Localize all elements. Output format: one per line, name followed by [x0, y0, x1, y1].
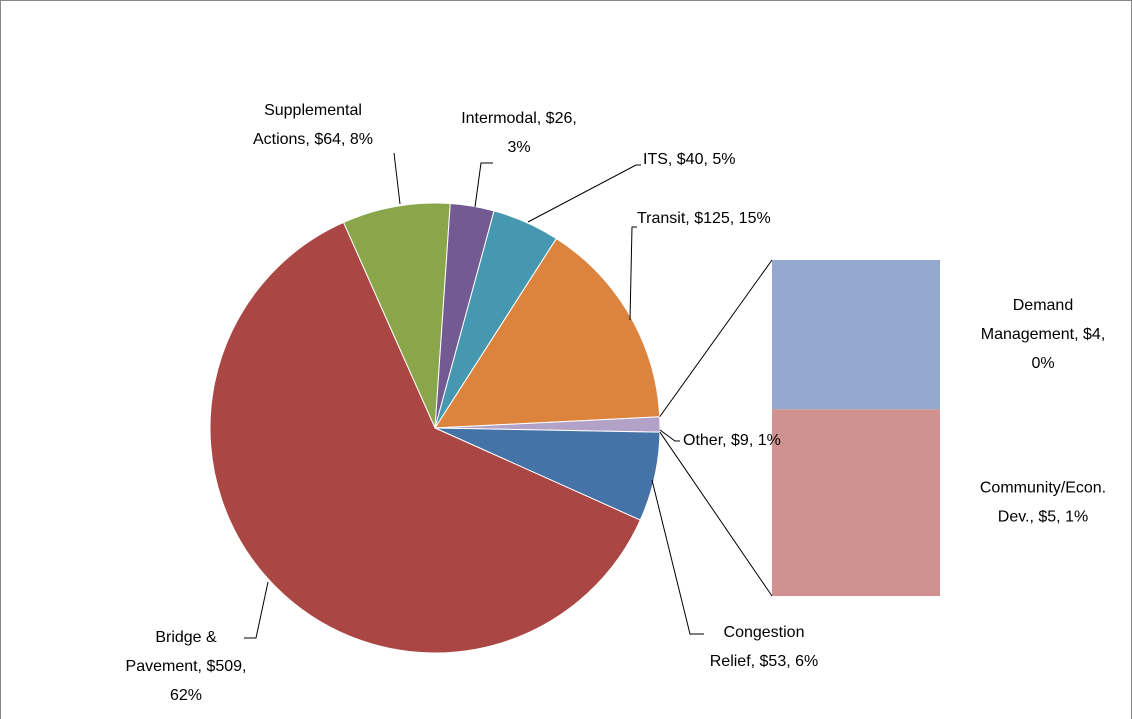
data-label: Management, $4, [981, 326, 1106, 343]
data-label: Relief, $53, 6% [710, 653, 819, 670]
data-label: Actions, $64, 8% [253, 131, 373, 148]
data-label: Transit, $125, 15% [637, 210, 771, 227]
leader-line [659, 429, 680, 442]
pie-slice [209, 221, 641, 654]
data-label: Intermodal, $26, [461, 110, 577, 127]
leader-line [474, 162, 493, 208]
data-label: ITS, $40, 5% [643, 151, 736, 168]
pie-slice [342, 202, 451, 429]
data-label: 62% [170, 687, 202, 704]
leader-line [244, 581, 269, 639]
data-label: 0% [1031, 355, 1054, 372]
data-label: Other, $9, 1% [683, 432, 781, 449]
data-label: Congestion [724, 624, 805, 641]
leader-line [651, 479, 704, 635]
leader-line [629, 226, 637, 321]
data-label: Bridge & [155, 629, 217, 646]
connector-line [659, 431, 773, 597]
bar-segment [772, 260, 940, 410]
data-label: Demand [1013, 297, 1073, 314]
leader-line [393, 152, 401, 205]
data-label: Supplemental [264, 102, 362, 119]
data-label: Pavement, $509, [126, 658, 247, 675]
connector-line [659, 259, 773, 418]
bar-segment [772, 409, 940, 596]
leader-line [527, 164, 641, 223]
data-label: 3% [507, 139, 530, 156]
data-label: Dev., $5, 1% [998, 508, 1088, 525]
data-label: Community/Econ. [980, 479, 1106, 496]
